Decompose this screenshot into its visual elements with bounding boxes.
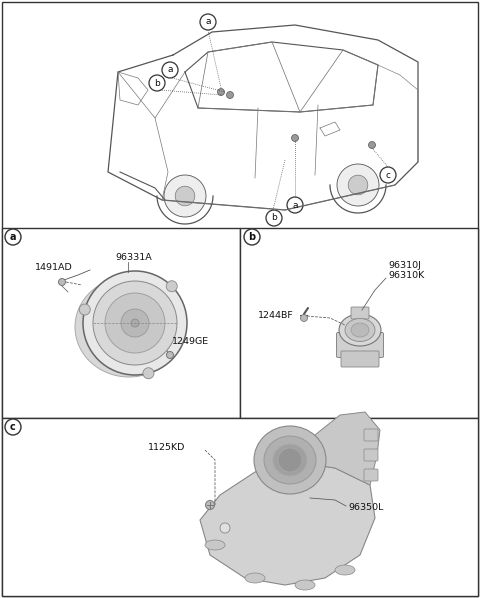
Circle shape: [93, 281, 177, 365]
Text: 96310J: 96310J: [388, 261, 421, 270]
Circle shape: [369, 142, 375, 148]
Circle shape: [348, 175, 368, 195]
Circle shape: [220, 523, 230, 533]
Ellipse shape: [351, 323, 369, 337]
Text: 1491AD: 1491AD: [35, 264, 73, 273]
Ellipse shape: [264, 436, 316, 484]
Text: a: a: [292, 200, 298, 209]
FancyBboxPatch shape: [364, 469, 378, 481]
Text: 96331A: 96331A: [115, 254, 152, 263]
Circle shape: [244, 229, 260, 245]
Circle shape: [143, 368, 154, 379]
FancyBboxPatch shape: [364, 449, 378, 461]
Polygon shape: [295, 412, 380, 485]
Circle shape: [149, 75, 165, 91]
Circle shape: [162, 62, 178, 78]
Bar: [2, 418, 478, 596]
Circle shape: [227, 91, 233, 99]
Circle shape: [287, 197, 303, 213]
Bar: [2, 228, 240, 418]
Circle shape: [205, 501, 215, 509]
Circle shape: [380, 167, 396, 183]
Circle shape: [175, 186, 195, 206]
Circle shape: [79, 304, 90, 315]
Text: a: a: [205, 17, 211, 26]
Ellipse shape: [335, 565, 355, 575]
Ellipse shape: [295, 580, 315, 590]
Text: b: b: [249, 232, 255, 242]
Text: c: c: [10, 422, 16, 432]
Circle shape: [59, 279, 65, 285]
Circle shape: [278, 448, 302, 472]
Text: 1244BF: 1244BF: [258, 310, 294, 319]
Ellipse shape: [245, 573, 265, 583]
Circle shape: [200, 14, 216, 30]
Circle shape: [166, 280, 177, 292]
FancyBboxPatch shape: [351, 307, 369, 319]
Circle shape: [167, 352, 173, 358]
Ellipse shape: [205, 540, 225, 550]
Text: 96310K: 96310K: [388, 270, 424, 279]
Circle shape: [105, 293, 165, 353]
Circle shape: [337, 164, 379, 206]
FancyBboxPatch shape: [341, 351, 379, 367]
Text: 1249GE: 1249GE: [172, 337, 209, 346]
Circle shape: [291, 135, 299, 142]
Circle shape: [5, 229, 21, 245]
Bar: [240, 228, 478, 418]
Text: a: a: [10, 232, 16, 242]
Text: a: a: [167, 66, 173, 75]
Circle shape: [5, 419, 21, 435]
Circle shape: [300, 315, 308, 322]
Text: b: b: [154, 78, 160, 87]
Circle shape: [121, 309, 149, 337]
Polygon shape: [200, 462, 375, 585]
Ellipse shape: [339, 314, 381, 346]
Ellipse shape: [254, 426, 326, 494]
Ellipse shape: [273, 444, 307, 476]
Text: 1125KD: 1125KD: [148, 444, 185, 453]
Text: b: b: [271, 213, 277, 222]
Circle shape: [83, 271, 187, 375]
Circle shape: [217, 89, 225, 96]
Ellipse shape: [345, 319, 375, 341]
Circle shape: [266, 210, 282, 226]
Circle shape: [131, 319, 139, 327]
Ellipse shape: [75, 277, 183, 377]
Text: c: c: [385, 170, 391, 179]
Text: 96350L: 96350L: [348, 504, 384, 512]
Circle shape: [164, 175, 206, 217]
FancyBboxPatch shape: [336, 332, 384, 358]
FancyBboxPatch shape: [364, 429, 378, 441]
